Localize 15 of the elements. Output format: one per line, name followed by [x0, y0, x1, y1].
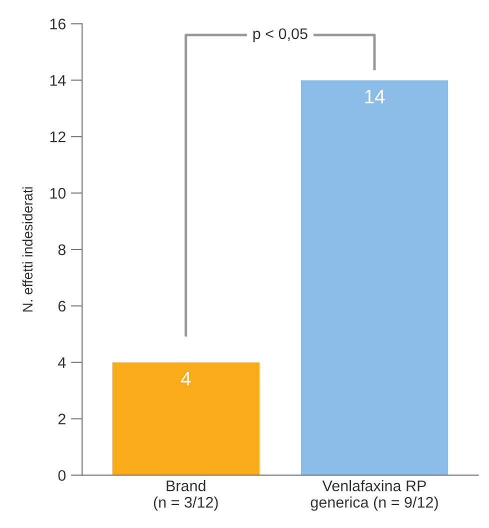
y-tick-label: 8	[58, 244, 66, 256]
y-tick-label: 0	[58, 470, 66, 481]
x-tick-label: Brand (n = 3/12)	[154, 480, 218, 511]
y-axis-title: N. effetti indesiderati	[22, 187, 33, 312]
y-tick-label: 4	[58, 357, 66, 368]
y-tick-label: 10	[50, 188, 66, 199]
data-label: 4	[180, 372, 191, 386]
y-tick-label: 12	[50, 131, 66, 142]
y-tick-label: 16	[50, 18, 66, 30]
y-tick-label: 14	[50, 75, 66, 86]
annotation: p < 0,05	[253, 28, 308, 42]
data-label: 14	[365, 90, 385, 104]
x-tick-label: Venlafaxina RP generica (n = 9/12)	[310, 480, 438, 511]
y-tick-label: 2	[58, 414, 66, 424]
y-tick-label: 6	[58, 300, 66, 312]
